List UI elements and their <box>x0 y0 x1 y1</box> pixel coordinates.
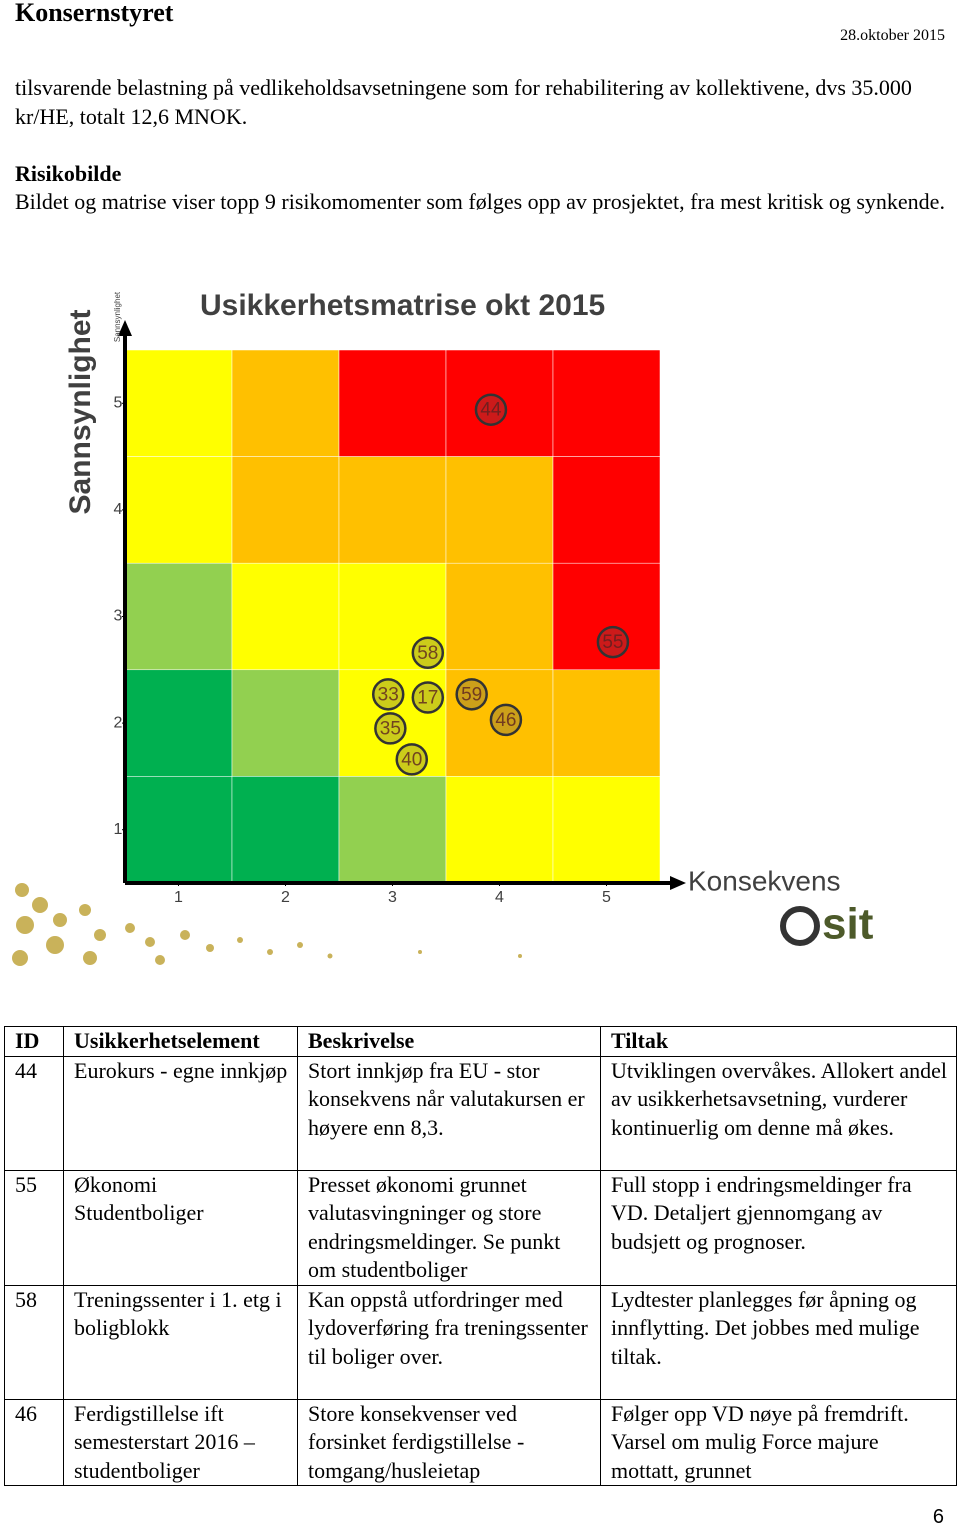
decoration <box>12 883 522 966</box>
risk-point-label: 33 <box>378 684 399 705</box>
risk-point <box>596 625 630 659</box>
matrix-cell <box>338 349 447 457</box>
table-cell: 44 <box>4 1055 64 1171</box>
matrix-cell <box>552 456 661 564</box>
y-tick-label: 1 <box>114 821 123 838</box>
matrix-cell <box>231 776 340 884</box>
matrix-cell <box>445 669 554 777</box>
table-cell: Kan oppstå utfordringer med lydoverførin… <box>297 1284 601 1400</box>
matrix-cell <box>552 562 661 671</box>
table-cell: Lydtester planlegges før åpning og innfl… <box>600 1284 957 1400</box>
matrix-cell <box>445 349 554 457</box>
risk-point <box>411 636 445 669</box>
y-tick-label: 2 <box>114 714 123 731</box>
column-header: Tiltak <box>600 1026 957 1057</box>
risk-point-label: 55 <box>602 632 623 653</box>
header-date: 28.oktober 2015 <box>840 27 945 44</box>
matrix-cell <box>338 562 447 671</box>
table-row: 58 Treningssenter i 1. etg i boligblokk Ka… <box>4 1284 957 1400</box>
paragraph: Bildet og matrise viser topp 9 risikomom… <box>15 189 945 214</box>
table-cell: 55 <box>4 1169 64 1286</box>
page-number: 6 <box>932 1506 944 1528</box>
risk-point-label: 35 <box>380 718 401 739</box>
table-cell: Økonomi Studentboliger <box>63 1169 298 1286</box>
risk-point-label: 46 <box>495 710 516 731</box>
table-row: 44 Eurokurs - egne innkjøp Stort innkjøp f… <box>4 1055 957 1171</box>
x-tick-label: 4 <box>495 889 504 906</box>
risk-point <box>489 703 523 737</box>
risk-point <box>395 743 429 776</box>
matrix-cell <box>231 562 340 671</box>
risk-point <box>474 393 508 426</box>
table-row: 55 Økonomi Studentboliger Presset økonomi … <box>4 1169 957 1286</box>
y-axis-label: Sannsynlighet <box>64 309 97 514</box>
risk-point <box>455 678 488 711</box>
risk-point <box>371 678 405 711</box>
matrix-cell <box>338 776 447 884</box>
matrix-cell <box>338 456 447 564</box>
y-axis-label-small: Sannsynlighet <box>113 291 122 342</box>
risk-point-label: 17 <box>417 688 438 709</box>
x-tick-label: 3 <box>388 889 397 906</box>
y-tick-label: 4 <box>114 501 123 518</box>
y-tick-label: 3 <box>114 608 123 625</box>
x-tick-label: 5 <box>602 889 611 906</box>
risk-point-label: 44 <box>480 400 502 421</box>
matrix-cell <box>124 776 233 884</box>
matrix-cell <box>124 562 233 671</box>
column-header: ID <box>4 1026 64 1057</box>
risk-point-label: 59 <box>461 684 482 705</box>
header-title: Konsernstyret <box>15 0 174 27</box>
risk-point <box>374 712 407 745</box>
table-cell: Treningssenter i 1. etg i boligblokk <box>63 1284 298 1400</box>
matrix-cell <box>231 669 340 777</box>
column-header: Beskrivelse <box>297 1026 601 1057</box>
table-cell: Store konsekvenser ved forsinket ferdigs… <box>297 1398 601 1486</box>
table-cell: Ferdigstillelse ift semesterstart 2016 –… <box>63 1398 298 1486</box>
y-tick-label: 5 <box>114 395 123 412</box>
risk-matrix: Usikkerhetsmatrise okt 2015 Sannsynlighet… <box>12 289 874 966</box>
matrix-cell <box>552 349 661 457</box>
table-cell: Stort innkjøp fra EU - stor konsekvens n… <box>297 1055 601 1171</box>
x-tick-label: 2 <box>281 889 290 906</box>
matrix-cell <box>445 456 554 564</box>
table-row: 46 Ferdigstillelse ift semesterstart 2016… <box>4 1398 957 1486</box>
heading: Risikobilde <box>15 161 122 186</box>
column-header: Usikkerhetselement <box>63 1026 298 1057</box>
table-cell: Presset økonomi grunnet valutasvingninge… <box>297 1169 601 1286</box>
risk-point-label: 58 <box>417 643 438 664</box>
matrix-cell <box>231 456 340 564</box>
table-cell: Følger opp VD nøye på fremdrift. Varsel … <box>600 1398 957 1486</box>
matrix-cell <box>231 349 340 457</box>
table-header-row: ID Usikkerhetselement Beskrivelse Tiltak <box>4 1026 957 1057</box>
risk-point <box>411 681 445 714</box>
matrix-cell <box>338 669 447 777</box>
risk-point-label: 40 <box>401 749 422 770</box>
risk-table: ID Usikkerhetselement Beskrivelse Tiltak 44 E… <box>4 1026 957 1486</box>
matrix-cell <box>445 776 554 884</box>
matrix-cell <box>124 669 233 777</box>
matrix-cell <box>124 456 233 564</box>
x-axis-label: Konsekvens <box>688 865 841 896</box>
intro: tilsvarende belastning på vedlikeholdsav… <box>15 75 912 129</box>
table-cell: Eurokurs - egne innkjøp <box>63 1055 298 1171</box>
matrix-cell <box>552 776 661 884</box>
figure-title: Usikkerhetsmatrise okt 2015 <box>200 289 605 322</box>
logo-mark <box>780 906 820 946</box>
logo: sit <box>822 900 874 949</box>
table-cell: 46 <box>4 1398 64 1486</box>
y-axis-arrow <box>118 320 132 336</box>
matrix-cell <box>124 349 233 457</box>
x-axis-arrow <box>670 876 686 890</box>
table-cell: Utviklingen overvåkes. Allokert andel av… <box>600 1055 957 1171</box>
table-cell: 58 <box>4 1284 64 1400</box>
table-cell: Full stopp i endringsmeldinger fra VD. D… <box>600 1169 957 1286</box>
matrix-cell <box>552 669 661 777</box>
matrix-cell <box>445 562 554 671</box>
x-tick-label: 1 <box>174 889 183 906</box>
